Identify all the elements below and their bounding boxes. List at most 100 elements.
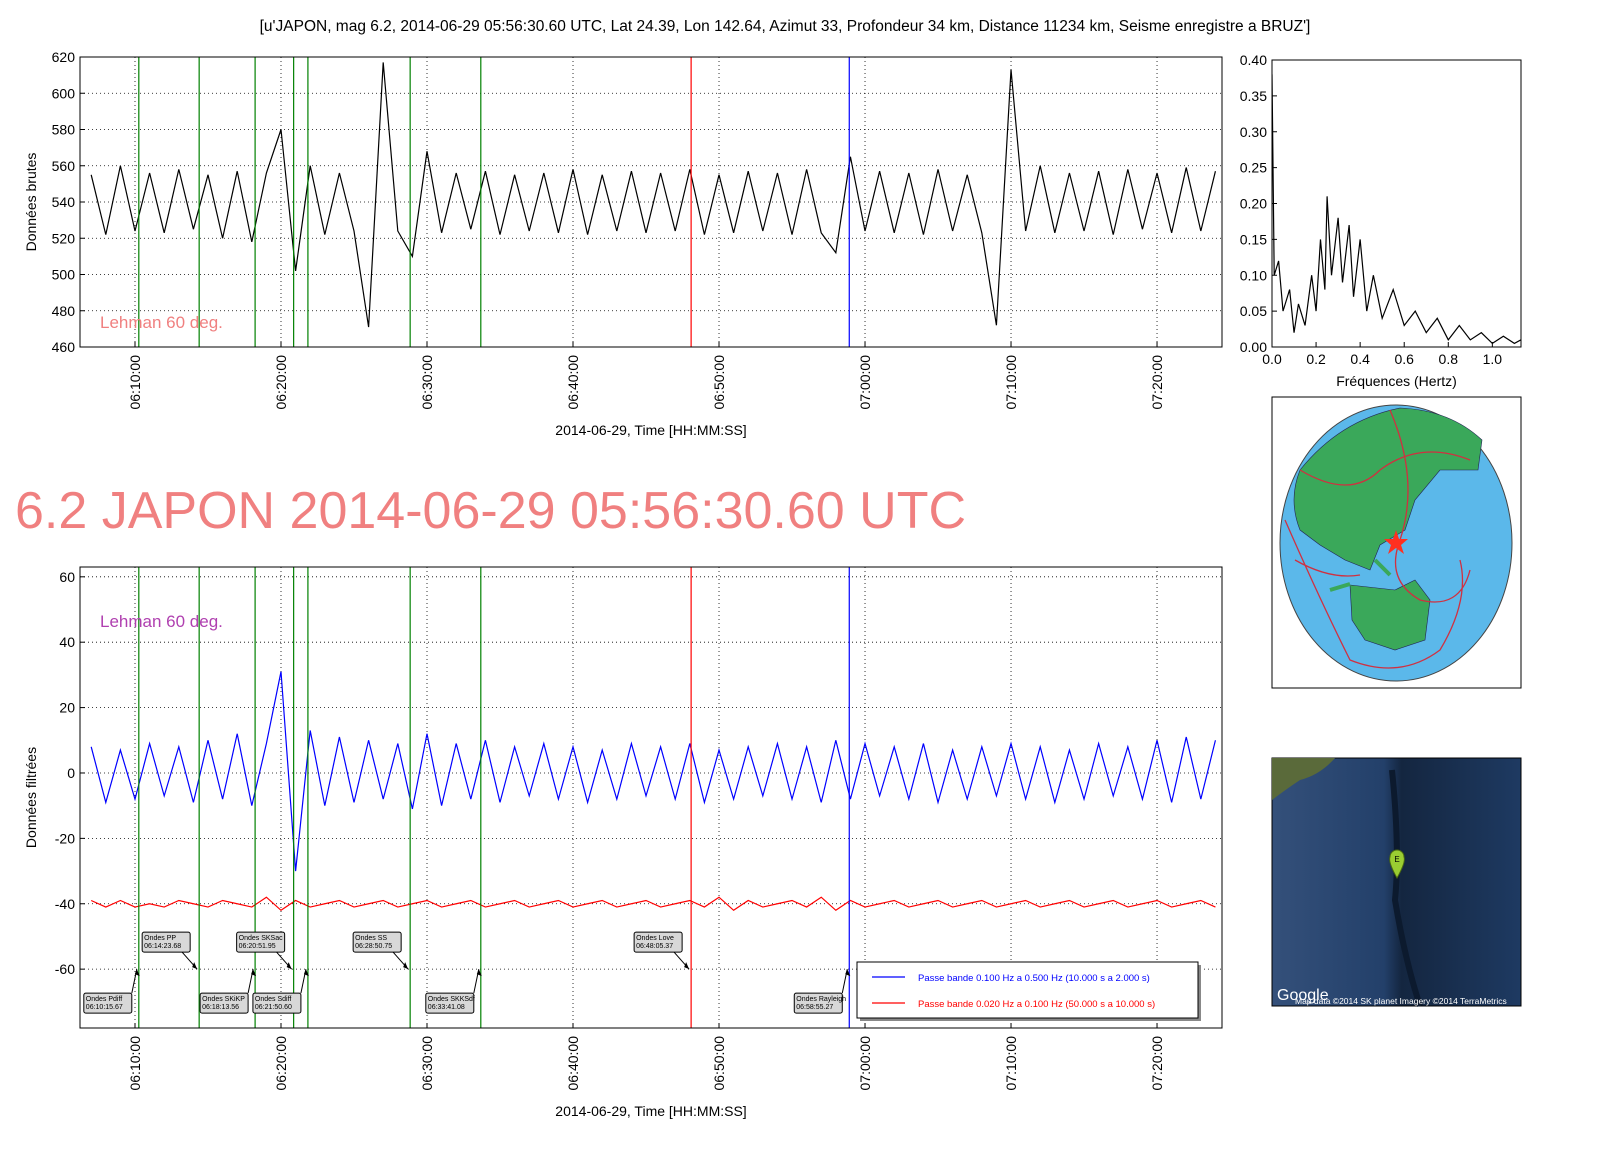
- series-line: [90, 62, 1217, 328]
- phase-time: 06:28:50.75: [355, 943, 392, 950]
- series-line: [90, 671, 1217, 872]
- y-tick-label: 0.25: [1240, 160, 1267, 176]
- phase-arrow-head: [192, 962, 198, 970]
- chart: -60 -40 -20 0 20 40 60 06:10:00 06:20:00 06:30:00…: [23, 566, 1223, 1119]
- phase-name: Ondes SS: [355, 935, 387, 942]
- phase-arrow-head: [286, 962, 292, 970]
- phase-time: 06:48:05.37: [636, 943, 673, 950]
- series-line: [90, 896, 1216, 912]
- phase-arrow-head: [303, 969, 309, 977]
- x-tick-label: 1.0: [1483, 351, 1503, 367]
- x-tick-label: 07:10:00: [1003, 1036, 1019, 1091]
- x-tick-label: 0.8: [1439, 351, 1459, 367]
- y-tick-label: 560: [52, 158, 76, 174]
- pin: [1389, 849, 1405, 880]
- y-tick-label: -20: [55, 830, 75, 846]
- phase-name: Ondes Love: [636, 935, 674, 942]
- phase-time: 06:18:13.56: [202, 1004, 239, 1011]
- x-tick-label: 06:20:00: [273, 1036, 289, 1091]
- satellite-map: E Google Map data ©2014 SK planet Imager…: [1271, 757, 1522, 1007]
- phase-name: Ondes Pdiff: [86, 996, 123, 1003]
- y-tick-label: 0.40: [1240, 52, 1267, 68]
- chart: 0.00 0.05 0.10 0.15 0.20 0.25 0.30 0.35 0.40 0.0 0…: [1240, 52, 1522, 389]
- phase-name: Ondes SKiKP: [202, 996, 245, 1003]
- phase-time: 06:10:15.67: [86, 1004, 123, 1011]
- land-islands: [1329, 558, 1426, 600]
- series-line: [1272, 74, 1521, 345]
- y-tick-label: 0.30: [1240, 124, 1267, 140]
- phase-box: [199, 992, 249, 1014]
- plot-frame: [79, 56, 1223, 348]
- x-tick-label: 0.2: [1306, 351, 1326, 367]
- y-tick-label: 0.15: [1240, 231, 1267, 247]
- x-tick-label: 06:40:00: [565, 355, 581, 410]
- pin-label: E: [1394, 855, 1399, 864]
- x-axis-label: 2014-06-29, Time [HH:MM:SS]: [555, 1103, 746, 1119]
- x-tick-label: 06:30:00: [419, 355, 435, 410]
- y-tick-label: 620: [52, 49, 76, 65]
- y-tick-label: 0: [67, 765, 75, 781]
- phase-time: 06:14:23.68: [144, 943, 181, 950]
- y-tick-label: 0.20: [1240, 196, 1267, 212]
- phase-box: [633, 931, 683, 953]
- x-tick-label: 06:10:00: [127, 355, 143, 410]
- x-tick-label: 06:30:00: [419, 1036, 435, 1091]
- y-tick-label: 0.05: [1240, 303, 1267, 319]
- x-tick-label: 07:20:00: [1149, 1036, 1165, 1091]
- y-tick-label: 500: [52, 267, 76, 283]
- phase-arrow-head: [845, 969, 851, 977]
- phase-arrow-head: [134, 969, 140, 977]
- x-tick-label: 07:00:00: [857, 1036, 873, 1091]
- y-tick-label: 600: [52, 85, 76, 101]
- x-tick-label: 06:10:00: [127, 1036, 143, 1091]
- x-tick-label: 07:00:00: [857, 355, 873, 410]
- plot-frame: [1271, 59, 1522, 348]
- y-tick-label: 540: [52, 194, 76, 210]
- x-tick-label: 06:50:00: [711, 355, 727, 410]
- land-australia: [1349, 579, 1431, 651]
- phase-box: [352, 931, 402, 953]
- phase-time: 06:20:51.95: [239, 943, 276, 950]
- x-axis-label: 2014-06-29, Time [HH:MM:SS]: [555, 422, 746, 438]
- y-axis-label: Données filtrées: [23, 747, 39, 848]
- x-tick-label: 0.4: [1350, 351, 1370, 367]
- x-tick-label: 07:10:00: [1003, 355, 1019, 410]
- y-tick-label: 20: [59, 700, 75, 716]
- y-tick-label: 0.10: [1240, 267, 1267, 283]
- x-tick-label: 0.0: [1262, 351, 1282, 367]
- phase-box: [252, 992, 302, 1014]
- y-tick-label: -40: [55, 896, 75, 912]
- phase-arrow-head: [476, 969, 482, 977]
- y-tick-label: 460: [52, 339, 76, 355]
- phase-name: Ondes PP: [144, 935, 176, 942]
- phase-arrow-head: [251, 969, 257, 977]
- headline: 6.2 JAPON 2014-06-29 05:56:30.60 UTC: [15, 482, 966, 540]
- phase-time: 06:33:41.08: [428, 1004, 465, 1011]
- phase-arrow-head: [684, 962, 690, 970]
- y-axis-label: Données brutes: [23, 153, 39, 252]
- chart: 460 480 500 520 540 560 580 600 620 06:10:00 06:20…: [23, 49, 1223, 438]
- phase-name: Ondes Sdiff: [255, 996, 292, 1003]
- y-tick-label: 40: [59, 634, 75, 650]
- phase-box: [793, 992, 843, 1014]
- plot-frame: [79, 566, 1223, 1029]
- x-tick-label: 0.6: [1394, 351, 1414, 367]
- phase-box: [141, 931, 191, 953]
- x-axis-label: Fréquences (Hertz): [1336, 373, 1457, 389]
- y-tick-label: 60: [59, 569, 75, 585]
- x-tick-label: 07:20:00: [1149, 355, 1165, 410]
- epicenter-star: [1384, 530, 1408, 554]
- phase-arrow-head: [403, 962, 409, 970]
- annotation: Lehman 60 deg.: [100, 612, 223, 631]
- x-tick-label: 06:40:00: [565, 1036, 581, 1091]
- phase-box: [83, 992, 133, 1014]
- y-tick-label: 0.00: [1240, 339, 1267, 355]
- x-tick-label: 06:50:00: [711, 1036, 727, 1091]
- y-tick-label: 0.35: [1240, 88, 1267, 104]
- globe-map: [1271, 396, 1522, 689]
- phase-name: Ondes Rayleigh: [796, 996, 846, 1003]
- map-credit: Map data ©2014 SK planet Imagery ©2014 T…: [1295, 996, 1507, 1006]
- trench: [1389, 769, 1423, 1007]
